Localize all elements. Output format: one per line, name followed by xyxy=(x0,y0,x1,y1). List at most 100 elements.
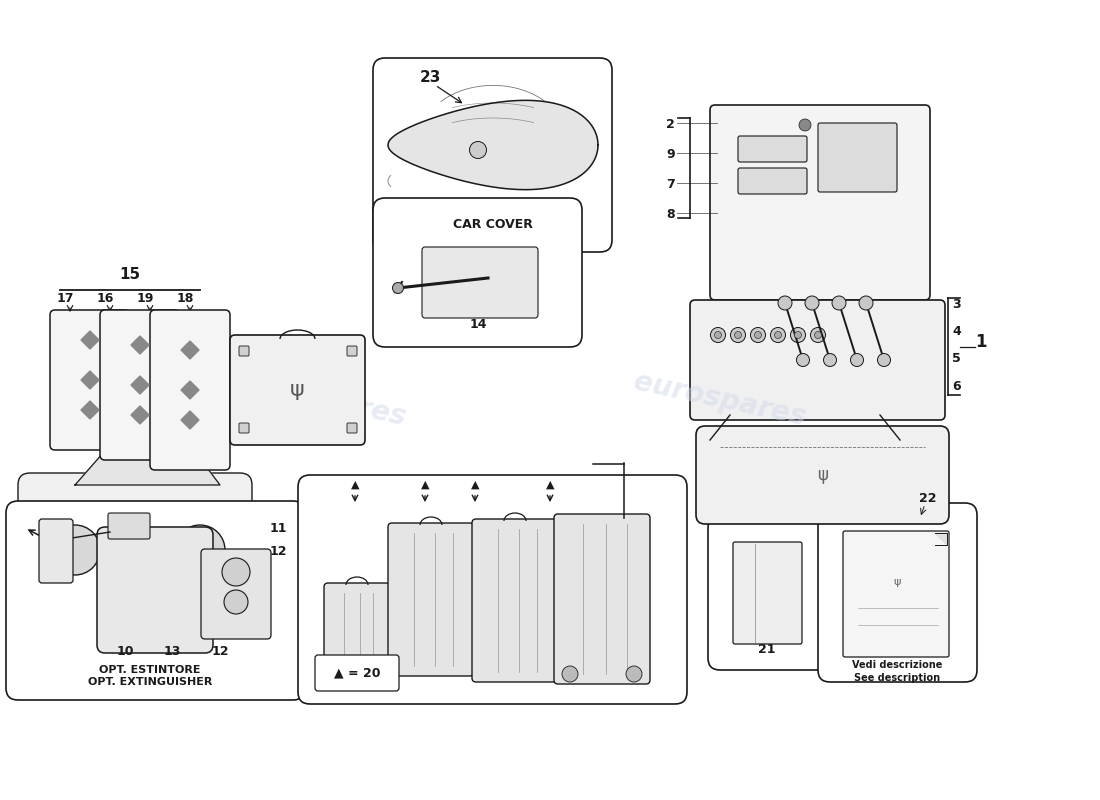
FancyBboxPatch shape xyxy=(324,583,390,666)
Polygon shape xyxy=(81,401,99,419)
Text: 5: 5 xyxy=(952,352,960,365)
Text: 12: 12 xyxy=(211,645,229,658)
FancyBboxPatch shape xyxy=(843,531,949,657)
Polygon shape xyxy=(131,376,149,394)
Text: eurospares: eurospares xyxy=(631,368,808,432)
Text: 19: 19 xyxy=(136,292,154,305)
Text: 14: 14 xyxy=(470,318,486,331)
Circle shape xyxy=(470,142,486,158)
Text: ▲: ▲ xyxy=(546,480,554,490)
Circle shape xyxy=(562,666,578,682)
Text: 7: 7 xyxy=(667,178,675,191)
Circle shape xyxy=(794,331,802,338)
Text: ψ: ψ xyxy=(893,577,901,587)
Text: 8: 8 xyxy=(667,208,675,221)
FancyBboxPatch shape xyxy=(230,335,365,445)
Text: 23: 23 xyxy=(419,70,441,85)
Text: 18: 18 xyxy=(176,292,194,305)
Text: 6: 6 xyxy=(952,380,960,393)
FancyBboxPatch shape xyxy=(690,300,945,420)
Circle shape xyxy=(791,327,805,342)
Circle shape xyxy=(755,331,761,338)
FancyBboxPatch shape xyxy=(201,549,271,639)
Polygon shape xyxy=(182,381,199,399)
Circle shape xyxy=(770,327,785,342)
Polygon shape xyxy=(935,533,947,545)
Circle shape xyxy=(50,525,100,575)
Circle shape xyxy=(711,327,726,342)
FancyBboxPatch shape xyxy=(6,501,305,700)
FancyBboxPatch shape xyxy=(315,655,399,691)
Text: 16: 16 xyxy=(97,292,113,305)
FancyBboxPatch shape xyxy=(97,527,213,653)
Text: 10: 10 xyxy=(117,645,134,658)
Circle shape xyxy=(805,296,820,310)
FancyBboxPatch shape xyxy=(388,523,474,676)
FancyBboxPatch shape xyxy=(50,310,130,450)
FancyBboxPatch shape xyxy=(554,514,650,684)
Text: Vedi descrizione: Vedi descrizione xyxy=(851,660,943,670)
Polygon shape xyxy=(131,406,149,424)
Circle shape xyxy=(832,296,846,310)
Text: 4: 4 xyxy=(952,325,960,338)
Circle shape xyxy=(175,525,226,575)
Circle shape xyxy=(811,327,825,342)
Circle shape xyxy=(850,354,864,366)
Polygon shape xyxy=(131,336,149,354)
Polygon shape xyxy=(81,371,99,389)
Text: 11: 11 xyxy=(270,522,287,535)
Circle shape xyxy=(224,590,248,614)
FancyBboxPatch shape xyxy=(422,247,538,318)
FancyBboxPatch shape xyxy=(710,105,930,300)
FancyBboxPatch shape xyxy=(708,516,827,670)
FancyBboxPatch shape xyxy=(696,426,949,524)
FancyBboxPatch shape xyxy=(818,503,977,682)
Circle shape xyxy=(796,354,810,366)
Circle shape xyxy=(878,354,891,366)
Polygon shape xyxy=(75,445,220,485)
Text: 17: 17 xyxy=(56,292,74,305)
Polygon shape xyxy=(81,331,99,349)
Circle shape xyxy=(626,666,642,682)
Text: ▲: ▲ xyxy=(471,480,480,490)
Text: ▲: ▲ xyxy=(351,480,360,490)
Text: OPT. ESTINTORE: OPT. ESTINTORE xyxy=(99,665,200,675)
Polygon shape xyxy=(182,411,199,429)
Circle shape xyxy=(730,327,746,342)
Circle shape xyxy=(859,296,873,310)
Circle shape xyxy=(824,354,836,366)
Polygon shape xyxy=(388,100,598,190)
Text: See description: See description xyxy=(854,673,940,683)
FancyBboxPatch shape xyxy=(150,310,230,470)
Text: 12: 12 xyxy=(270,545,287,558)
FancyBboxPatch shape xyxy=(733,542,802,644)
Circle shape xyxy=(750,327,766,342)
Text: 15: 15 xyxy=(120,267,141,282)
Circle shape xyxy=(799,119,811,131)
Circle shape xyxy=(222,558,250,586)
FancyBboxPatch shape xyxy=(18,473,252,562)
FancyBboxPatch shape xyxy=(373,58,612,252)
Text: 2: 2 xyxy=(667,118,675,131)
FancyBboxPatch shape xyxy=(100,310,180,460)
Text: ▲: ▲ xyxy=(420,480,429,490)
FancyBboxPatch shape xyxy=(472,519,558,682)
FancyBboxPatch shape xyxy=(298,475,688,704)
Text: ψ: ψ xyxy=(817,466,828,484)
Text: 22: 22 xyxy=(920,492,937,505)
FancyBboxPatch shape xyxy=(239,423,249,433)
Text: OPT. EXTINGUISHER: OPT. EXTINGUISHER xyxy=(88,677,212,687)
Text: ▲ = 20: ▲ = 20 xyxy=(333,666,381,679)
Text: 3: 3 xyxy=(952,298,960,311)
Circle shape xyxy=(715,331,722,338)
Text: 9: 9 xyxy=(667,148,675,161)
Text: ψ: ψ xyxy=(290,380,305,400)
Circle shape xyxy=(814,331,822,338)
FancyBboxPatch shape xyxy=(738,168,807,194)
FancyBboxPatch shape xyxy=(818,123,896,192)
FancyBboxPatch shape xyxy=(39,519,73,583)
Circle shape xyxy=(393,282,404,294)
Text: 13: 13 xyxy=(163,645,180,658)
Polygon shape xyxy=(182,341,199,359)
Text: eurospares: eurospares xyxy=(231,368,409,432)
